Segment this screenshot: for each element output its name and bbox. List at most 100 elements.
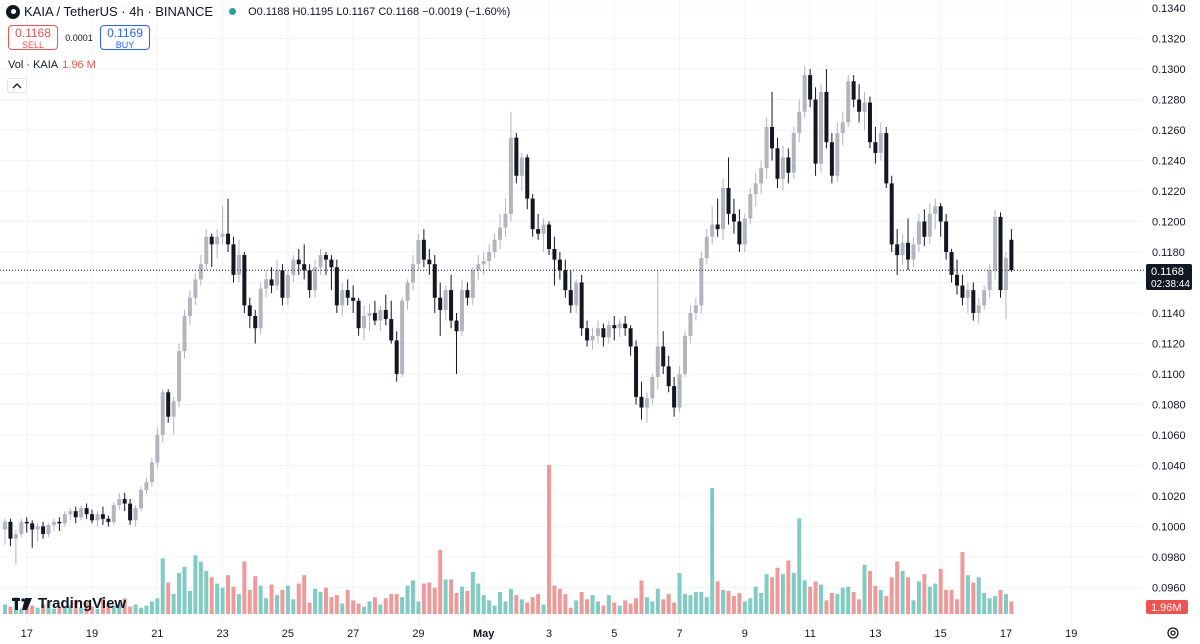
volume-bar xyxy=(563,594,568,614)
volume-legend[interactable]: Vol · KAIA 1.96 M xyxy=(8,59,96,71)
volume-bar xyxy=(291,599,296,614)
candle-body xyxy=(226,233,231,245)
volume-bar xyxy=(552,585,557,614)
volume-bar xyxy=(454,593,459,614)
candle-body xyxy=(726,187,731,214)
volume-bar xyxy=(193,555,198,614)
candle-body xyxy=(84,508,89,515)
volume-bar xyxy=(79,607,84,614)
time-tick-label: 29 xyxy=(412,628,424,640)
candle-body xyxy=(1003,258,1008,291)
volume-bar xyxy=(819,584,823,614)
volume-bar xyxy=(411,580,415,614)
candlestick-series xyxy=(3,65,1014,565)
volume-bar xyxy=(683,594,687,614)
candle-body xyxy=(46,524,51,535)
time-axis[interactable]: 17 19 21 23 25 27 29 May 3 5 7 9 11 13 15 17 19 xyxy=(21,628,1078,640)
candle-body xyxy=(993,216,998,271)
candle-body xyxy=(128,503,133,521)
candle-body xyxy=(394,340,399,374)
sell-label: SELL xyxy=(21,40,45,50)
volume-bar xyxy=(166,582,171,614)
volume-bar xyxy=(187,590,192,614)
volume-bar xyxy=(878,589,883,614)
volume-bar xyxy=(1009,601,1014,614)
sell-button[interactable]: 0.1168 SELL xyxy=(8,25,58,50)
volume-bar xyxy=(731,596,736,614)
volume-bar xyxy=(362,606,367,614)
last-price-label: 0.1168 xyxy=(1151,266,1184,278)
candle-body xyxy=(253,316,258,329)
tradingview-logo[interactable]: TradingView xyxy=(12,595,126,612)
candle-body xyxy=(73,511,78,518)
candle-body xyxy=(922,221,927,237)
buy-button[interactable]: 0.1169 BUY xyxy=(100,25,150,50)
volume-bar xyxy=(623,600,628,614)
candle-body xyxy=(427,259,432,265)
candle-body xyxy=(960,285,965,298)
volume-bar xyxy=(334,595,339,614)
candle-body xyxy=(41,526,46,535)
candle-body xyxy=(149,462,154,483)
candle-body xyxy=(329,259,334,268)
kaia-logo-icon xyxy=(6,4,20,19)
candle-body xyxy=(933,206,938,214)
time-tick-label: 7 xyxy=(676,628,682,640)
candle-body xyxy=(291,259,296,275)
candle-body xyxy=(242,255,247,306)
candle-body xyxy=(949,251,954,275)
volume-bar xyxy=(574,600,579,614)
candle-body xyxy=(231,244,236,275)
symbol-title[interactable]: KAIA / TetherUS · 4h · BINANCE xyxy=(24,4,214,19)
candle-body xyxy=(400,300,405,374)
volume-bar xyxy=(677,573,682,614)
volume-bar xyxy=(106,604,111,614)
candle-body xyxy=(378,309,383,321)
volume-bar xyxy=(481,595,486,614)
volume-bar xyxy=(1003,594,1008,614)
volume-bar xyxy=(280,589,285,614)
candle-body xyxy=(704,236,709,259)
time-tick-label: 19 xyxy=(1065,628,1077,640)
candle-body xyxy=(552,248,557,260)
candle-body xyxy=(68,511,73,515)
volume-bar xyxy=(95,608,100,614)
candle-body xyxy=(133,508,138,521)
candle-body xyxy=(710,224,715,237)
volume-bar xyxy=(579,591,584,614)
candle-body xyxy=(574,282,579,306)
volume-bar xyxy=(111,605,116,614)
volume-bar xyxy=(780,574,785,614)
volume-bar xyxy=(372,597,377,614)
candle-body xyxy=(264,279,269,289)
volume-bar xyxy=(503,601,508,614)
volume-bar xyxy=(73,600,78,614)
price-tick-label: 0.0960 xyxy=(1152,582,1186,594)
symbol-legend[interactable]: KAIA / TetherUS · 4h · BINANCE O0.1188 H… xyxy=(6,4,510,19)
candle-body xyxy=(639,396,644,408)
price-tick-label: 0.1100 xyxy=(1152,369,1185,381)
volume-bar xyxy=(313,588,318,614)
candle-body xyxy=(797,111,802,134)
candle-body xyxy=(492,239,497,252)
candle-body xyxy=(470,270,475,298)
collapse-legend-button[interactable] xyxy=(7,78,27,93)
volume-bar xyxy=(628,603,633,614)
candle-body xyxy=(895,244,900,256)
candle-body xyxy=(8,521,13,539)
candle-body xyxy=(362,316,367,329)
volume-bar xyxy=(688,595,693,614)
volume-bar xyxy=(405,585,410,614)
volume-bar xyxy=(595,601,600,614)
volume-bar xyxy=(19,608,24,614)
price-axis[interactable]: 0.1340 0.1320 0.1300 0.1280 0.1260 0.1240 0.12… xyxy=(1152,3,1186,594)
volume-bar xyxy=(231,586,236,614)
volume-bar xyxy=(791,573,796,614)
candle-body xyxy=(51,521,56,525)
volume-bar xyxy=(498,591,503,614)
time-tick-label: 9 xyxy=(742,628,748,640)
candle-body xyxy=(122,498,127,504)
spread-value: 0.0001 xyxy=(65,32,93,43)
gear-icon[interactable] xyxy=(1166,626,1180,640)
